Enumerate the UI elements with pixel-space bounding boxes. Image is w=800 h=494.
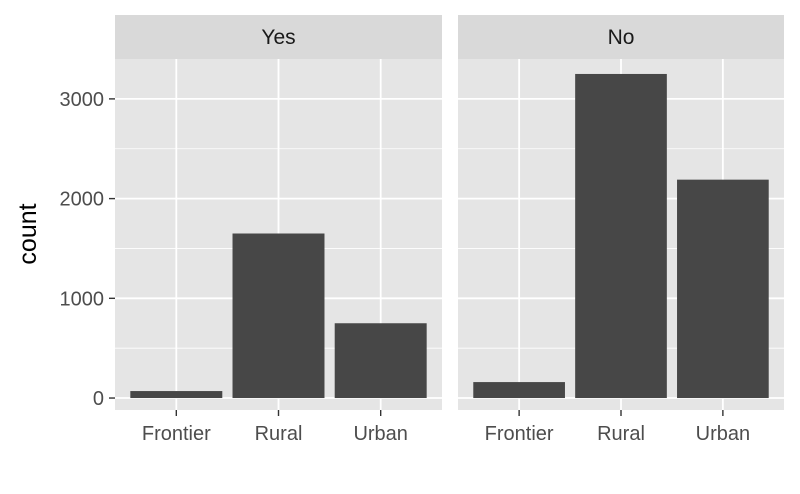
y-tick-label: 1000 <box>60 288 105 310</box>
bar-no-frontier <box>473 382 565 399</box>
bar-yes-frontier <box>130 391 223 399</box>
x-tick-label: Frontier <box>485 423 554 445</box>
y-tick-label: 2000 <box>60 189 105 211</box>
bar-no-urban <box>677 179 769 399</box>
x-tick-label: Urban <box>353 423 407 445</box>
facet-strip <box>115 15 442 59</box>
bar-yes-urban <box>334 323 427 399</box>
facet-strip-label: Yes <box>261 26 295 49</box>
x-tick-label: Urban <box>696 423 750 445</box>
y-tick-label: 0 <box>93 388 104 410</box>
facet-panels: Yes Frontier Rural Urban No Frontier Rural Urba… <box>115 15 784 445</box>
x-tick-label: Rural <box>597 423 645 445</box>
y-tick-label: 3000 <box>60 89 105 111</box>
facet-panel-yes: Yes Frontier Rural Urban <box>115 15 442 445</box>
facet-strip <box>458 15 784 59</box>
facet-strip-label: No <box>608 26 635 49</box>
facet-panel-no: No Frontier Rural Urban <box>458 15 784 445</box>
x-tick-label: Rural <box>255 423 303 445</box>
bar-yes-rural <box>232 233 325 399</box>
bar-no-rural <box>575 73 667 399</box>
y-axis-title: count <box>14 203 42 264</box>
y-axis: 0 1000 2000 3000 <box>60 89 115 410</box>
x-tick-label: Frontier <box>142 423 211 445</box>
